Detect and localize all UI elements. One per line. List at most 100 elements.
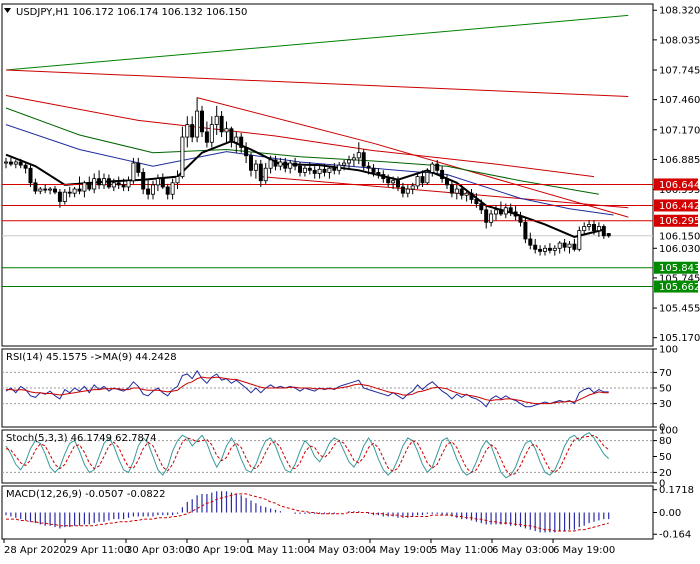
y-tick-label: 80	[659, 436, 672, 447]
candle-body	[288, 162, 293, 169]
candle-body	[444, 178, 449, 186]
candle-body	[528, 238, 533, 246]
rsi-label: RSI(14) 45.1575 ->MA(9) 44.2428	[6, 352, 177, 363]
candle-body	[278, 161, 283, 167]
stoch-main-line	[5, 431, 610, 479]
candle-body	[150, 184, 155, 195]
candle-body	[592, 223, 597, 232]
candle-body	[464, 192, 469, 196]
candle-body	[469, 192, 474, 200]
candle-body	[97, 178, 102, 186]
candle-body	[87, 182, 92, 190]
x-tick-label: 29 Apr 11:00	[65, 545, 130, 556]
x-tick-label: 4 May 03:00	[309, 545, 371, 556]
y-tick-label: 107.745	[659, 66, 700, 77]
y-tick-label: 50	[659, 384, 672, 395]
level-tag	[654, 178, 698, 191]
candle-body	[263, 167, 268, 182]
candle-body	[440, 169, 445, 180]
candle-body	[547, 247, 552, 251]
level-tag	[654, 280, 698, 293]
candle-body	[106, 178, 111, 188]
candle-body	[391, 180, 396, 184]
candle-body	[190, 124, 195, 138]
candle-body	[332, 167, 337, 171]
candle-body	[155, 178, 160, 186]
y-tick-label: 0.00	[659, 508, 681, 519]
current-price-tag	[654, 229, 698, 242]
candle-body	[567, 243, 572, 248]
y-tick-label: 0	[659, 479, 665, 490]
candle-body	[185, 124, 190, 138]
candle-body	[307, 167, 312, 171]
candle-body	[13, 161, 18, 165]
candle-body	[479, 203, 484, 211]
symbol-info-label: USDJPY,H1 106.172 106.174 106.132 106.15…	[16, 7, 247, 18]
candle-body	[430, 163, 435, 173]
level-tag-label: 106.295	[659, 216, 700, 227]
x-tick-label: 28 Apr 2020	[4, 545, 66, 556]
trend-line	[260, 176, 629, 209]
candle-body	[596, 226, 601, 232]
candle-body	[577, 230, 582, 250]
candle-body	[72, 188, 77, 194]
y-tick-label: 30	[659, 399, 672, 410]
candle-body	[209, 124, 214, 143]
candle-body	[503, 207, 508, 215]
candle-body	[253, 163, 258, 171]
candle-body	[557, 242, 562, 249]
candle-body	[121, 184, 126, 188]
candle-body	[543, 247, 548, 252]
y-tick-label: 105.745	[659, 273, 700, 284]
candle-body	[268, 159, 273, 169]
candle-body	[415, 176, 420, 187]
candle-body	[18, 161, 23, 166]
candle-body	[141, 172, 146, 190]
candle-body	[405, 188, 410, 194]
level-tag-label: 106.442	[659, 201, 700, 212]
candle-body	[484, 209, 489, 223]
candle-body	[23, 164, 28, 169]
candle-body	[273, 159, 278, 167]
y-tick-label: 106.595	[659, 185, 700, 196]
candle-body	[224, 128, 229, 133]
candle-body	[376, 172, 381, 175]
candle-body	[131, 162, 136, 182]
macd-pane: 0.1718 0.00 -0.164 MACD(12,26,9) -0.0507 -0…	[1, 485, 694, 541]
y-tick-label: 107.460	[659, 95, 700, 106]
y-tick-label: 106.030	[659, 244, 700, 255]
candle-body	[77, 188, 82, 192]
candle-body	[395, 180, 400, 188]
candle-body	[199, 110, 204, 133]
candle-body	[317, 168, 322, 174]
candle-body	[53, 188, 58, 193]
candle-body	[346, 159, 351, 164]
candle-body	[498, 209, 503, 215]
trend-line	[5, 69, 629, 97]
candle-body	[386, 178, 391, 184]
candle-body	[381, 174, 386, 180]
candle-body	[248, 155, 253, 171]
candle-body	[400, 186, 405, 194]
candle-body	[102, 178, 107, 186]
candle-body	[337, 164, 342, 171]
y-tick-label: 20	[659, 468, 672, 479]
candle-body	[43, 188, 48, 191]
candle-body	[234, 136, 239, 143]
candle-body	[420, 176, 425, 184]
x-tick-label: 6 May 03:00	[492, 545, 554, 556]
x-tick-label: 30 Apr 19:00	[187, 545, 252, 556]
main-pane-border	[1, 3, 654, 347]
candle-body	[582, 226, 587, 232]
candle-body	[165, 186, 170, 195]
y-tick-label: 70	[659, 368, 672, 379]
candle-body	[136, 162, 141, 173]
candle-body	[62, 191, 67, 202]
candle-body	[160, 178, 165, 188]
candle-body	[48, 188, 53, 191]
y-tick-label: 50	[659, 452, 672, 463]
rsi-ma-line	[6, 376, 609, 405]
candle-body	[361, 152, 366, 167]
